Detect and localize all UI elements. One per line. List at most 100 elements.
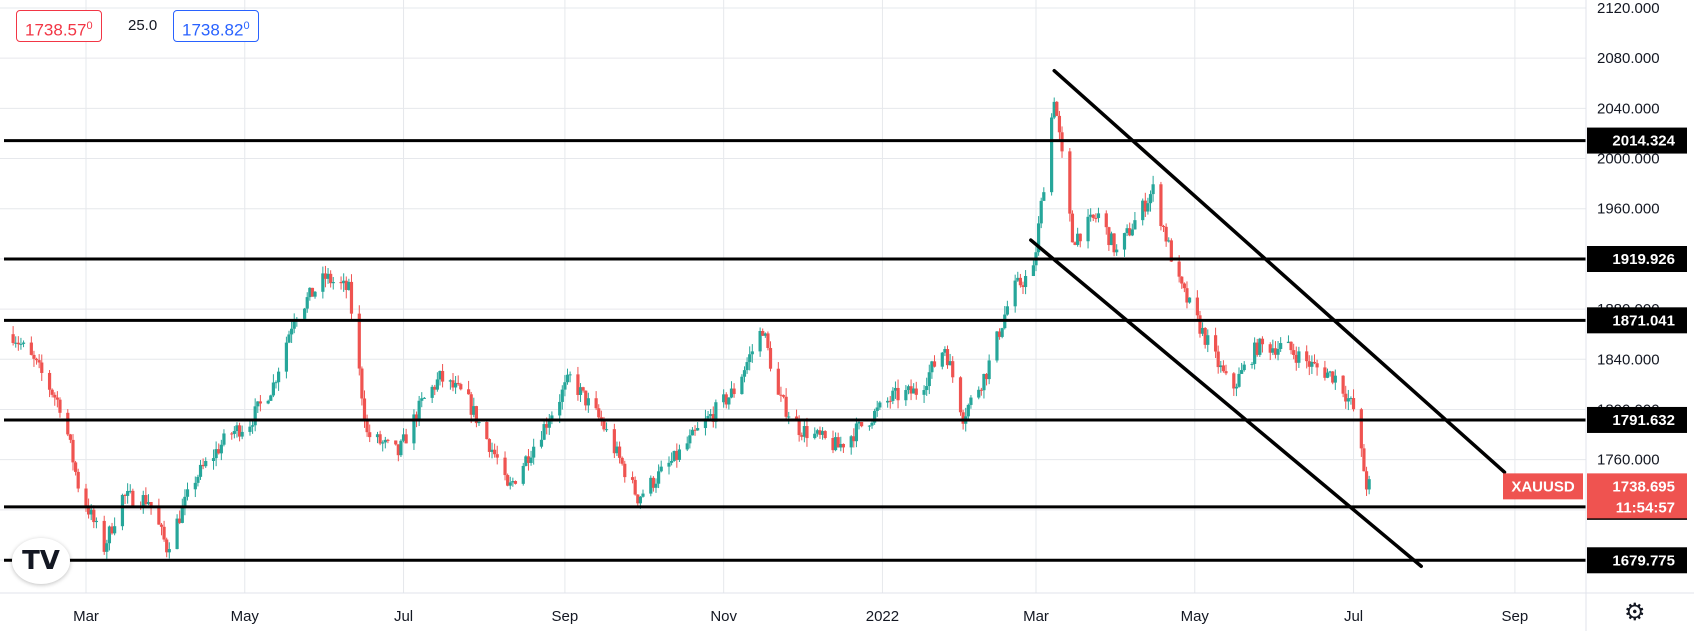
candle-body	[175, 518, 179, 550]
candle-body	[1331, 371, 1335, 383]
tradingview-logo[interactable]: TV	[12, 538, 70, 584]
candle-body	[365, 420, 369, 433]
candle-body	[979, 389, 983, 391]
candle-body	[542, 424, 546, 440]
candle-body	[1305, 351, 1309, 362]
candle-body	[126, 491, 130, 496]
level-tag-label: 1791.632	[1612, 412, 1675, 429]
candle-body	[430, 386, 434, 398]
candle-body	[925, 386, 929, 391]
candle-body	[1023, 276, 1028, 288]
candle-body	[1164, 226, 1168, 242]
candle-body	[823, 431, 827, 438]
candle-body	[638, 496, 642, 504]
candle-body	[21, 342, 26, 344]
candle-body	[321, 273, 325, 292]
candle-body	[440, 370, 445, 382]
candle-body	[19, 343, 23, 345]
candle-body	[1286, 341, 1291, 344]
candle-body	[1073, 242, 1077, 245]
candle-body	[696, 428, 700, 431]
candle-body	[1221, 365, 1225, 372]
candle-body	[438, 370, 442, 380]
candle-body	[852, 436, 856, 442]
candle-body	[375, 434, 380, 438]
candle-body	[909, 386, 913, 394]
candle-body	[141, 495, 145, 508]
candle-body	[1213, 335, 1218, 352]
candle-body	[159, 524, 164, 527]
level-tag	[1587, 246, 1687, 273]
candle-body	[1224, 371, 1228, 374]
candle-body	[547, 421, 551, 428]
candle-body	[1268, 344, 1272, 353]
candle-body	[271, 382, 275, 396]
level-tag-label: 1679.775	[1612, 552, 1675, 569]
candle-body	[113, 526, 117, 534]
candle-body	[779, 394, 783, 396]
candle-body	[675, 450, 679, 460]
time-tick-label: Mar	[73, 608, 99, 625]
candle-body	[800, 435, 804, 437]
candle-body	[490, 449, 494, 452]
candle-body	[688, 435, 692, 444]
candle-body	[235, 425, 239, 432]
candle-body	[1200, 327, 1205, 334]
candle-body	[29, 342, 33, 355]
candle-body	[1206, 335, 1210, 345]
ask-price: 1738.82	[182, 20, 244, 40]
candle-body	[867, 425, 872, 427]
candle-body	[357, 313, 361, 369]
candle-body	[1052, 101, 1056, 118]
level-tag-label: 1871.041	[1612, 312, 1675, 329]
candle-body	[995, 331, 999, 361]
candle-body	[961, 412, 965, 424]
candle-body	[1005, 306, 1009, 315]
candle-body	[602, 421, 606, 430]
candle-body	[368, 432, 372, 438]
candle-body	[414, 414, 419, 421]
candle-body	[193, 482, 197, 490]
candle-body	[230, 433, 234, 435]
candle-body	[433, 386, 437, 390]
level-tag	[1587, 127, 1687, 154]
price-tick-label: 2040.000	[1597, 100, 1660, 117]
ask-price-box[interactable]: 1738.820	[173, 10, 259, 42]
candle-body	[860, 421, 864, 427]
channel-trendline	[1052, 68, 1507, 474]
candle-body	[178, 518, 182, 523]
time-tick-label: May	[1181, 608, 1210, 625]
candle-body	[1349, 398, 1353, 400]
candle-body	[922, 390, 926, 395]
candle-body	[196, 476, 200, 483]
candle-body	[761, 331, 765, 336]
candle-body	[958, 377, 963, 413]
candle-body	[641, 493, 645, 497]
candle-body	[167, 549, 171, 553]
candle-body	[120, 494, 125, 527]
candle-body	[381, 442, 385, 444]
bid-price-box[interactable]: 1738.570	[16, 10, 102, 42]
candle-body	[469, 394, 473, 415]
candle-body	[1148, 194, 1153, 204]
gear-icon[interactable]: ⚙	[1624, 599, 1646, 626]
candle-body	[258, 401, 262, 404]
candle-body	[165, 539, 169, 553]
candle-body	[378, 434, 382, 444]
candle-body	[513, 481, 518, 484]
candle-body	[690, 429, 695, 436]
candle-body	[597, 408, 601, 418]
candle-body	[633, 479, 637, 495]
candle-body	[604, 429, 609, 431]
trend-channel	[1029, 68, 1507, 569]
candle-body	[1292, 350, 1296, 355]
candle-body	[818, 430, 822, 435]
candle-body	[217, 449, 221, 454]
candle-body	[1143, 200, 1147, 212]
candle-body	[274, 382, 278, 384]
candle-body	[841, 443, 845, 448]
candle-body	[1031, 265, 1035, 277]
candle-body	[787, 416, 791, 418]
bid-price: 1738.57	[25, 20, 87, 40]
